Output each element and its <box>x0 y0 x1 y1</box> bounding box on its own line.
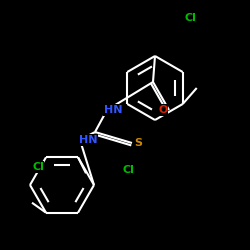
Text: HN: HN <box>79 135 97 145</box>
Text: Cl: Cl <box>184 13 196 23</box>
Text: Cl: Cl <box>122 165 134 175</box>
Text: HN: HN <box>104 105 122 115</box>
Text: O: O <box>158 105 168 115</box>
Text: Cl: Cl <box>32 162 44 172</box>
Text: S: S <box>134 138 142 148</box>
